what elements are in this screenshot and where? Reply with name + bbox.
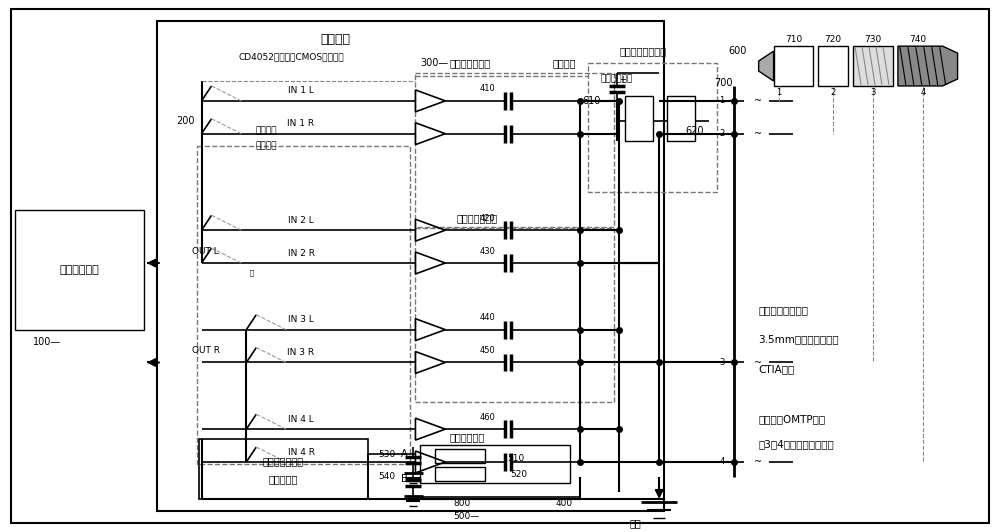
Text: 开关逻辑控制器: 开关逻辑控制器 <box>263 456 304 466</box>
Text: IN 1 L: IN 1 L <box>288 86 314 95</box>
Text: A: A <box>401 449 407 459</box>
Text: 音频应用电路: 音频应用电路 <box>59 265 99 275</box>
Text: 100—: 100— <box>32 337 61 347</box>
Text: 话筒放大与匹配: 话筒放大与匹配 <box>457 213 498 223</box>
Text: 小: 小 <box>249 270 253 276</box>
Text: CTIA接法: CTIA接法 <box>759 364 795 375</box>
Text: IN 2 R: IN 2 R <box>288 248 315 257</box>
Text: 4: 4 <box>920 88 925 97</box>
Text: 切换开关: 切换开关 <box>255 141 277 150</box>
Text: 420: 420 <box>479 214 495 223</box>
Text: 620: 620 <box>685 126 704 136</box>
Bar <box>435 467 485 481</box>
Text: 800: 800 <box>453 499 470 508</box>
Text: 接地: 接地 <box>629 519 641 529</box>
Text: IN 4 L: IN 4 L <box>288 415 314 423</box>
Bar <box>415 228 614 402</box>
Text: 430: 430 <box>479 246 495 255</box>
Text: ~: ~ <box>754 457 762 467</box>
Text: 如果改用OMTP方案: 如果改用OMTP方案 <box>759 414 826 424</box>
Text: 740: 740 <box>909 35 926 44</box>
Text: ~: ~ <box>754 96 762 106</box>
Text: 控制电压滤波: 控制电压滤波 <box>450 432 485 442</box>
Bar <box>625 96 653 140</box>
Bar <box>853 46 893 86</box>
Bar <box>197 146 410 464</box>
Bar <box>667 96 695 140</box>
Text: 300—: 300— <box>420 58 449 68</box>
Text: 2: 2 <box>831 88 836 97</box>
Text: 530: 530 <box>378 450 396 459</box>
Text: 730: 730 <box>864 35 882 44</box>
Text: ~: ~ <box>754 129 762 139</box>
Text: 610: 610 <box>582 96 601 106</box>
Text: IN 2 L: IN 2 L <box>288 216 314 225</box>
Text: 地址位译码: 地址位译码 <box>268 474 298 484</box>
Text: 710: 710 <box>785 35 802 44</box>
Text: IN 4 R: IN 4 R <box>288 447 315 456</box>
Text: 音频放大与匹配: 音频放大与匹配 <box>450 58 491 68</box>
Text: OUT L: OUT L <box>192 246 218 255</box>
Text: 集成电路: 集成电路 <box>321 32 351 46</box>
Text: 200: 200 <box>177 116 195 126</box>
Text: OUT R: OUT R <box>192 346 220 355</box>
Text: B: B <box>401 474 407 484</box>
Text: 1: 1 <box>776 88 781 97</box>
Text: IN 3 L: IN 3 L <box>288 315 314 324</box>
Text: 3.5mm四端子耳机插座: 3.5mm四端子耳机插座 <box>759 335 839 345</box>
Text: 540: 540 <box>378 472 396 481</box>
Polygon shape <box>759 51 774 81</box>
Polygon shape <box>898 46 958 86</box>
Text: 450: 450 <box>479 346 495 355</box>
Text: 3: 3 <box>870 88 876 97</box>
Text: 700: 700 <box>714 78 732 88</box>
Bar <box>420 445 570 483</box>
Text: 400: 400 <box>556 499 573 508</box>
Text: 2: 2 <box>720 129 725 138</box>
Text: 驻极体偏置电源一: 驻极体偏置电源一 <box>619 46 666 56</box>
Text: 第3、4端子接线对调即可: 第3、4端子接线对调即可 <box>759 439 834 449</box>
Text: 偏置电源正极: 偏置电源正极 <box>600 74 633 84</box>
Text: 耦合电容: 耦合电容 <box>553 58 576 68</box>
Text: ~: ~ <box>754 358 762 368</box>
Text: +: + <box>619 76 626 85</box>
Text: 510: 510 <box>507 454 524 463</box>
Text: 四脚音频输入接口: 四脚音频输入接口 <box>759 305 809 315</box>
Text: IN 3 R: IN 3 R <box>287 348 315 357</box>
Text: 1: 1 <box>720 96 725 105</box>
Text: 3: 3 <box>719 358 725 367</box>
Text: 440: 440 <box>479 313 495 322</box>
Bar <box>774 46 813 86</box>
Bar <box>588 63 717 193</box>
Text: 500—: 500— <box>453 512 479 521</box>
Text: IN 1 R: IN 1 R <box>287 119 315 128</box>
Text: CD4052双四选一CMOS模拟开关: CD4052双四选一CMOS模拟开关 <box>238 53 344 62</box>
Text: 600: 600 <box>729 46 747 56</box>
Text: 720: 720 <box>825 35 842 44</box>
Text: 逻辑控制: 逻辑控制 <box>255 126 277 135</box>
Bar <box>435 449 485 463</box>
Text: 410: 410 <box>479 85 495 94</box>
Text: 4: 4 <box>720 458 725 467</box>
Bar <box>818 46 848 86</box>
Bar <box>415 73 614 227</box>
Text: 460: 460 <box>479 413 495 422</box>
Bar <box>199 439 368 499</box>
Bar <box>157 21 664 511</box>
Text: 520: 520 <box>510 470 527 479</box>
Bar <box>15 210 144 330</box>
